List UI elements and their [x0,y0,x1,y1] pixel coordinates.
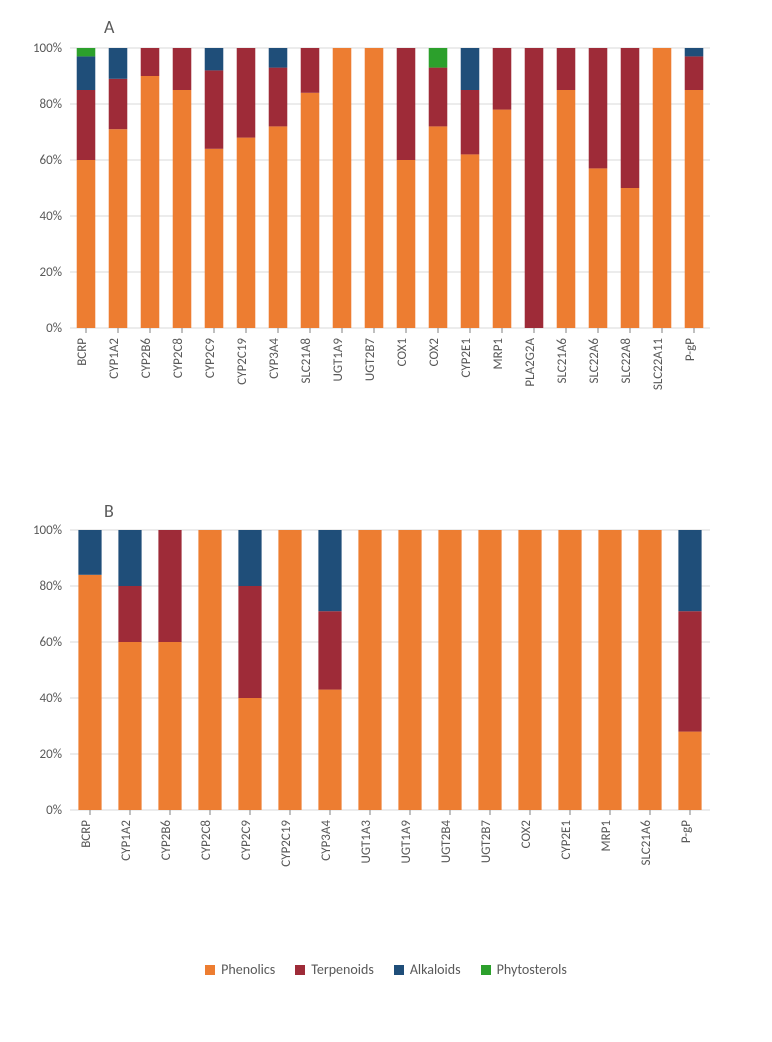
category-label: CYP2C8 [199,820,214,861]
bar-segment-phenolics [78,575,101,810]
legend-swatch [205,965,215,975]
legend-swatch [394,965,404,975]
y-tick-label: 0% [46,803,62,818]
legend-label: Alkaloids [410,961,461,978]
y-tick-label: 40% [40,691,62,706]
legend: Phenolics Terpenoids Alkaloids Phytosterols [0,960,772,978]
bar-segment-terpenoids [238,586,261,698]
bar-segment-phenolics [598,530,621,810]
bar-segment-terpenoids [158,530,181,642]
y-tick-label: 100% [33,523,62,538]
category-label: MRP1 [599,820,614,851]
legend-swatch [481,965,491,975]
bar-segment-alkaloids [78,530,101,575]
y-tick-label: 60% [40,635,62,650]
bar-segment-phenolics [118,642,141,810]
legend-item-phytosterols: Phytosterols [481,960,567,978]
category-label: CYP2C9 [239,820,254,861]
legend-item-phenolics: Phenolics [205,960,275,978]
bar-segment-phenolics [238,698,261,810]
category-label: UGT2B7 [479,820,494,863]
page-root: A 0%20%40%60%80%100%BCRPCYP1A2CYP2B6CYP2… [0,0,772,1042]
bar-segment-terpenoids [318,611,341,689]
bar-segment-phenolics [158,642,181,810]
bar-segment-phenolics [358,530,381,810]
bar-segment-phenolics [518,530,541,810]
bar-segment-alkaloids [318,530,341,611]
category-label: CYP2E1 [559,820,574,860]
bar-segment-phenolics [278,530,301,810]
category-label: CYP3A4 [319,820,334,861]
legend-swatch [295,965,305,975]
category-label: BCRP [79,820,94,848]
category-label: P-gP [679,820,694,843]
legend-item-alkaloids: Alkaloids [394,960,461,978]
category-label: CYP2C19 [279,820,294,867]
bar-segment-phenolics [318,690,341,810]
y-tick-label: 80% [40,579,62,594]
bar-segment-phenolics [638,530,661,810]
category-label: CYP2B6 [159,820,174,861]
bar-segment-terpenoids [678,611,701,731]
category-label: CYP1A2 [119,820,134,861]
legend-label: Terpenoids [311,961,374,978]
category-label: UGT2B4 [439,820,454,863]
bar-segment-alkaloids [118,530,141,586]
category-label: UGT1A9 [399,820,414,864]
legend-label: Phenolics [221,961,275,978]
bar-segment-alkaloids [678,530,701,611]
bar-segment-phenolics [398,530,421,810]
bar-segment-phenolics [678,732,701,810]
panel-b-chart: 0% 20% 40% 60% 80% 100% BCRP CYP1A2 CYP2B6 CYP2C8… [0,0,772,1042]
category-label: COX2 [519,820,534,849]
bar-segment-terpenoids [118,586,141,642]
bar-segment-phenolics [558,530,581,810]
bar-segment-alkaloids [238,530,261,586]
legend-item-terpenoids: Terpenoids [295,960,374,978]
bar-segment-phenolics [198,530,221,810]
category-label: SLC21A6 [639,820,654,866]
legend-label: Phytosterols [497,961,567,978]
bar-segment-phenolics [438,530,461,810]
y-tick-label: 20% [40,747,62,762]
bar-segment-phenolics [478,530,501,810]
category-label: UGT1A3 [359,820,374,864]
